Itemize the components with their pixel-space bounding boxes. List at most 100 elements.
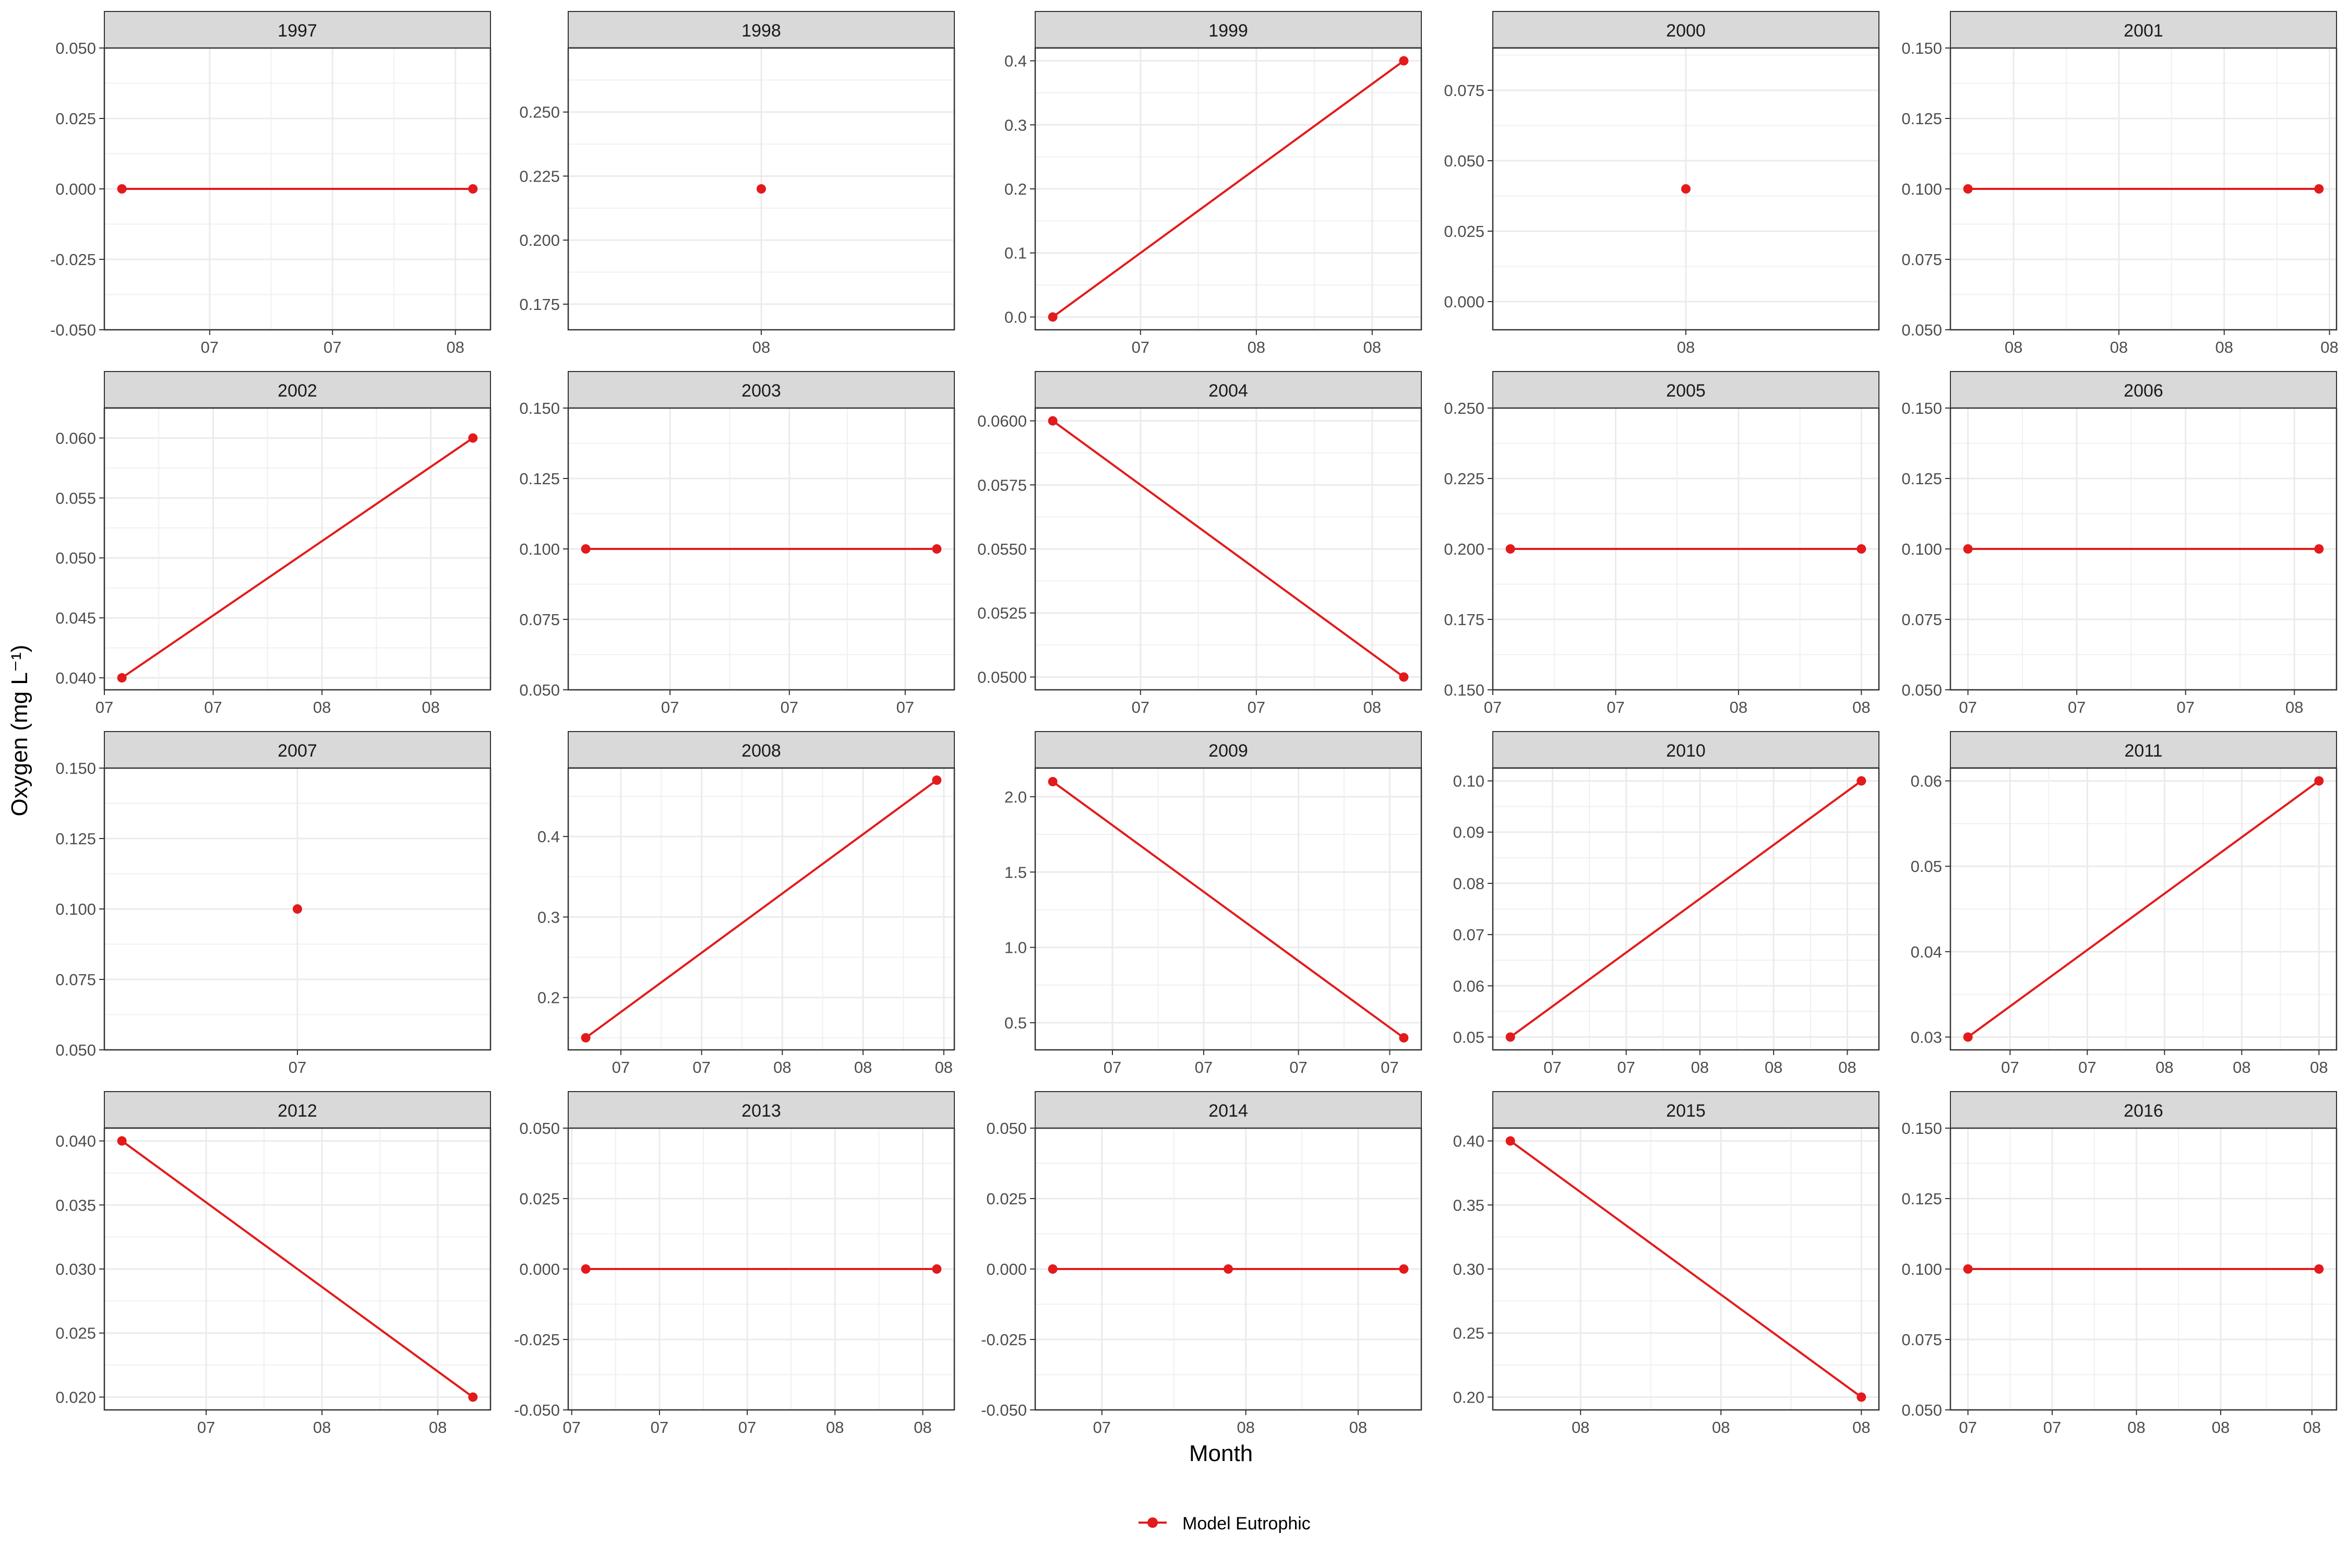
- series-line-model-eutrophic: [585, 779, 938, 1039]
- x-tick-label: 07: [661, 698, 679, 716]
- facet-panel-2002: 2002 0.040 0.045 0.050 0.055 0.060 07 07 08 08: [55, 371, 492, 716]
- panel-background: [104, 408, 490, 690]
- x-tick-label: 07: [2176, 698, 2194, 716]
- y-tick-label: 0.000: [55, 180, 96, 198]
- x-tick-label: 08: [1248, 338, 1265, 356]
- data-point: [1856, 1392, 1866, 1402]
- y-tick-label: 0.150: [55, 759, 96, 777]
- x-tick-label: 07: [95, 698, 113, 716]
- x-tick-label: 08: [1852, 1418, 1870, 1437]
- y-tick-label: 0.35: [1453, 1196, 1484, 1214]
- y-tick-label: 0.075: [1901, 611, 1942, 629]
- data-point: [1399, 1033, 1409, 1043]
- data-point: [581, 1264, 591, 1274]
- series-line-model-eutrophic: [1052, 420, 1405, 678]
- data-point: [1963, 184, 1973, 194]
- y-tick-label: 0.150: [1901, 399, 1942, 417]
- x-tick-label: 07: [324, 338, 341, 356]
- x-tick-label: 07: [1093, 1418, 1111, 1437]
- y-tick-label: 0.050: [55, 549, 96, 567]
- facet-strip-label: 2012: [278, 1101, 317, 1121]
- x-tick-label: 08: [422, 698, 439, 716]
- y-tick-label: 0.04: [1911, 943, 1942, 961]
- y-tick-label: 1.5: [1004, 863, 1027, 881]
- y-tick-label: 0.03: [1911, 1028, 1942, 1046]
- facet-panel-1999: 1999 0.0 0.1 0.2 0.3 0.4 07 08 08: [1004, 11, 1422, 356]
- x-tick-label: 08: [2285, 698, 2303, 716]
- x-tick-label: 08: [2127, 1418, 2145, 1437]
- panel-border: [1492, 407, 1880, 691]
- data-point: [2314, 544, 2324, 554]
- y-tick-label: 0.050: [519, 681, 560, 699]
- series-line-model-eutrophic: [121, 437, 474, 679]
- facet-strip: [1950, 371, 2337, 409]
- y-tick-label: 0.030: [55, 1260, 96, 1278]
- data-point: [1224, 1264, 1233, 1274]
- y-tick-label: 1.0: [1004, 939, 1027, 957]
- facet-panel-2004: 2004 0.0500 0.0525 0.0550 0.0575 0.0600 07 07 08: [977, 371, 1422, 716]
- facet-strip-label: 1998: [741, 21, 781, 41]
- panel-border: [1492, 767, 1880, 1051]
- facet-panel-2016: 2016 0.050 0.075 0.100 0.125 0.150 07 07 08 08 08: [1901, 1091, 2338, 1437]
- x-tick-label: 07: [896, 698, 914, 716]
- panel-border: [1034, 407, 1422, 691]
- x-tick-label: 08: [1363, 338, 1381, 356]
- y-tick-label: 0.050: [1901, 1401, 1942, 1419]
- x-tick-label: 07: [562, 1418, 580, 1437]
- facet-panel-1998: 1998 0.175 0.200 0.225 0.250 08: [519, 11, 955, 356]
- x-tick-label: 08: [2320, 338, 2338, 356]
- facet-strip-label: 2002: [278, 381, 317, 401]
- y-tick-label: 0.075: [1901, 1331, 1942, 1349]
- y-tick-label: 0.025: [986, 1190, 1027, 1208]
- y-tick-label: 0.050: [519, 1119, 560, 1138]
- series-line-model-eutrophic: [1967, 780, 2320, 1038]
- x-tick-label: 07: [1617, 1058, 1635, 1076]
- x-tick-label: 08: [752, 338, 770, 356]
- x-tick-label: 07: [738, 1418, 756, 1437]
- y-tick-label: 0.050: [55, 1041, 96, 1059]
- y-tick-label: 0.100: [55, 900, 96, 918]
- x-tick-label: 08: [1237, 1418, 1254, 1437]
- y-tick-label: 0.050: [55, 39, 96, 57]
- facet-strip-label: 2011: [2124, 741, 2162, 761]
- y-tick-label: 0.060: [55, 429, 96, 447]
- facet-panel-2000: 2000 0.000 0.025 0.050 0.075 08: [1444, 11, 1880, 356]
- panel-border: [567, 407, 955, 691]
- facet-strip-label: 2001: [2124, 21, 2163, 41]
- x-tick-label: 08: [313, 698, 331, 716]
- facet-panel-2007: 2007 0.050 0.075 0.100 0.125 0.150 07: [55, 731, 492, 1076]
- x-tick-label: 08: [1712, 1418, 1730, 1437]
- facet-strip-label: 2008: [741, 741, 781, 761]
- panel-border: [567, 767, 955, 1051]
- y-tick-label: 0.025: [519, 1190, 560, 1208]
- x-tick-label: 07: [781, 698, 798, 716]
- data-point: [117, 673, 127, 683]
- data-point: [1505, 1136, 1515, 1146]
- y-tick-label: 0.150: [1901, 1119, 1942, 1138]
- y-tick-label: 0.040: [55, 1132, 96, 1151]
- x-tick-label: 08: [935, 1058, 953, 1076]
- facet-strip: [1035, 11, 1422, 49]
- y-tick-label: 0.175: [519, 295, 560, 314]
- y-tick-label: 0.125: [1901, 110, 1942, 128]
- y-tick-label: 0.020: [55, 1388, 96, 1406]
- x-tick-label: 07: [204, 698, 222, 716]
- facet-panel-2014: 2014 -0.050 -0.025 0.000 0.025 0.050 07 08 08: [981, 1091, 1422, 1437]
- x-tick-label: 08: [2110, 338, 2128, 356]
- data-point: [757, 184, 766, 194]
- x-tick-label: 07: [612, 1058, 630, 1076]
- y-tick-label: 0.000: [1444, 293, 1484, 311]
- x-tick-label: 08: [854, 1058, 872, 1076]
- facet-strip: [568, 11, 955, 49]
- facet-panel-2003: 2003 0.050 0.075 0.100 0.125 0.150 07 07 07: [519, 371, 955, 716]
- y-tick-label: 0.045: [55, 609, 96, 627]
- y-tick-label: 0.000: [986, 1260, 1027, 1278]
- facet-panel-2008: 2008 0.2 0.3 0.4 07 07 08 08 08: [537, 731, 955, 1076]
- data-point: [1399, 56, 1409, 66]
- data-point: [1963, 1032, 1973, 1042]
- panel-border: [1949, 1127, 2338, 1411]
- series-line-model-eutrophic: [121, 1140, 474, 1398]
- y-tick-label: 0.0500: [977, 668, 1027, 686]
- facet-panel-2012: 2012 0.020 0.025 0.030 0.035 0.040 07 08 08: [55, 1091, 492, 1437]
- x-tick-label: 08: [313, 1418, 331, 1437]
